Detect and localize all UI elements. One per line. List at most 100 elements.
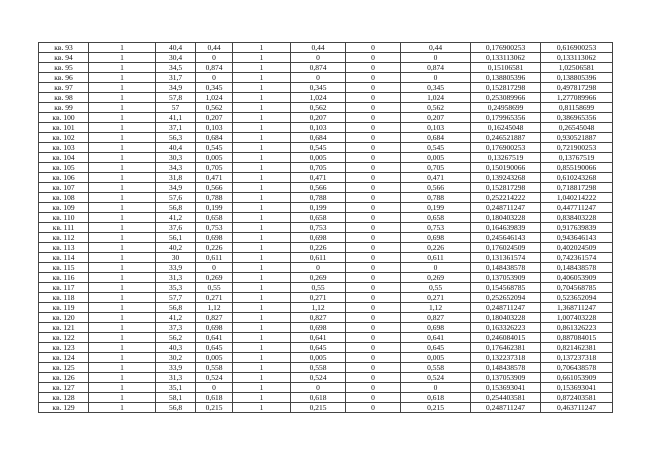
value-cell: 0,345	[195, 82, 233, 93]
value-cell: 0,137053909	[470, 272, 541, 283]
value-cell: 0,153693041	[540, 382, 613, 393]
value-cell: 1	[88, 362, 156, 373]
value-cell: 0,154568785	[470, 282, 541, 293]
value-cell: 1	[232, 72, 291, 83]
value-cell: 0,562	[195, 102, 233, 113]
value-cell: 1	[88, 72, 156, 83]
value-cell: 0,558	[195, 362, 233, 373]
value-cell: 0,215	[195, 402, 233, 413]
value-cell: 1	[232, 232, 291, 243]
value-cell: 0,152817298	[470, 182, 541, 193]
value-cell: 1	[232, 112, 291, 123]
value-cell: 1	[88, 302, 156, 313]
value-cell: 0,103	[290, 122, 346, 133]
value-cell: 0,705	[195, 162, 233, 173]
value-cell: 40,4	[155, 42, 196, 53]
value-cell: 1	[88, 122, 156, 133]
value-cell: 0,005	[290, 152, 346, 163]
value-cell: 1	[88, 62, 156, 73]
value-cell: 0,005	[400, 152, 471, 163]
value-cell: 0,618	[195, 392, 233, 403]
value-cell: 0	[195, 52, 233, 63]
apartment-cell: кв. 112	[38, 232, 89, 243]
value-cell: 0	[195, 382, 233, 393]
value-cell: 1,12	[400, 302, 471, 313]
value-cell: 1	[232, 342, 291, 353]
value-cell: 0,838403228	[540, 212, 613, 223]
table-row: кв. 122 1 56,2 0,641 1 0,641 0 0,641 0,246084015…	[38, 332, 613, 343]
value-cell: 0,164639839	[470, 222, 541, 233]
value-cell: 0,207	[195, 112, 233, 123]
value-cell: 0,658	[195, 212, 233, 223]
value-cell: 1	[88, 272, 156, 283]
value-cell: 0	[345, 92, 401, 103]
table-row: кв. 115 1 33,9 0 1 0 0 0 0,148438578 0,148438578	[38, 262, 613, 273]
value-cell: 0	[345, 352, 401, 363]
value-cell: 1	[88, 232, 156, 243]
table-row: кв. 124 1 30,2 0,005 1 0,005 0 0,005 0,132237318…	[38, 352, 613, 363]
value-cell: 0	[345, 172, 401, 183]
value-cell: 0	[345, 42, 401, 53]
value-cell: 35,1	[155, 382, 196, 393]
value-cell: 0,753	[290, 222, 346, 233]
value-cell: 58,1	[155, 392, 196, 403]
value-cell: 1,02506581	[540, 62, 613, 73]
value-cell: 41,2	[155, 312, 196, 323]
apartment-cell: кв. 128	[38, 392, 89, 403]
value-cell: 0	[345, 62, 401, 73]
value-cell: 0,698	[195, 322, 233, 333]
value-cell: 0,271	[290, 292, 346, 303]
value-cell: 0,524	[290, 372, 346, 383]
value-cell: 1	[88, 172, 156, 183]
value-cell: 0	[345, 202, 401, 213]
value-cell: 0	[345, 102, 401, 113]
value-cell: 1	[232, 152, 291, 163]
value-cell: 1	[88, 322, 156, 333]
value-cell: 0	[400, 382, 471, 393]
value-cell: 1	[232, 92, 291, 103]
apartment-cell: кв. 129	[38, 402, 89, 413]
apartment-cell: кв. 114	[38, 252, 89, 263]
value-cell: 1	[88, 372, 156, 383]
value-cell: 0,698	[400, 232, 471, 243]
table-row: кв. 112 1 56,1 0,698 1 0,698 0 0,698 0,245646143…	[38, 232, 613, 243]
value-cell: 0,176900253	[470, 142, 541, 153]
value-cell: 1	[88, 292, 156, 303]
value-cell: 1	[88, 112, 156, 123]
value-cell: 0,618	[290, 392, 346, 403]
apartment-cell: кв. 95	[38, 62, 89, 73]
table-row: кв. 102 1 56,3 0,684 1 0,684 0 0,684 0,246521887…	[38, 132, 613, 143]
apartment-cell: кв. 108	[38, 192, 89, 203]
value-cell: 0,698	[290, 322, 346, 333]
table-row: кв. 111 1 37,6 0,753 1 0,753 0 0,753 0,164639839…	[38, 222, 613, 233]
value-cell: 0,684	[400, 132, 471, 143]
value-cell: 56,2	[155, 332, 196, 343]
value-cell: 33,9	[155, 362, 196, 373]
value-cell: 0	[345, 72, 401, 83]
value-cell: 0	[345, 332, 401, 343]
table-row: кв. 108 1 57,6 0,788 1 0,788 0 0,788 0,252214222…	[38, 192, 613, 203]
value-cell: 0,005	[290, 352, 346, 363]
table-row: кв. 128 1 58,1 0,618 1 0,618 0 0,618 0,254403581…	[38, 392, 613, 403]
apartment-cell: кв. 113	[38, 242, 89, 253]
value-cell: 0,930521887	[540, 132, 613, 143]
value-cell: 0,524	[400, 372, 471, 383]
value-cell: 0,611	[195, 252, 233, 263]
table-row: кв. 104 1 30,3 0,005 1 0,005 0 0,005 0,13267519 0…	[38, 152, 613, 163]
value-cell: 0,471	[400, 172, 471, 183]
value-cell: 0,81158699	[540, 102, 613, 113]
value-cell: 0	[345, 232, 401, 243]
value-cell: 56,1	[155, 232, 196, 243]
value-cell: 0,16245048	[470, 122, 541, 133]
value-cell: 1	[232, 142, 291, 153]
value-cell: 0,271	[195, 292, 233, 303]
value-cell: 1	[88, 352, 156, 363]
value-cell: 57,6	[155, 192, 196, 203]
value-cell: 0	[345, 282, 401, 293]
value-cell: 0,917639839	[540, 222, 613, 233]
value-cell: 1	[232, 172, 291, 183]
value-cell: 0,246084015	[470, 332, 541, 343]
value-cell: 0,248711247	[470, 402, 541, 413]
value-cell: 0,252214222	[470, 192, 541, 203]
value-cell: 56,8	[155, 302, 196, 313]
